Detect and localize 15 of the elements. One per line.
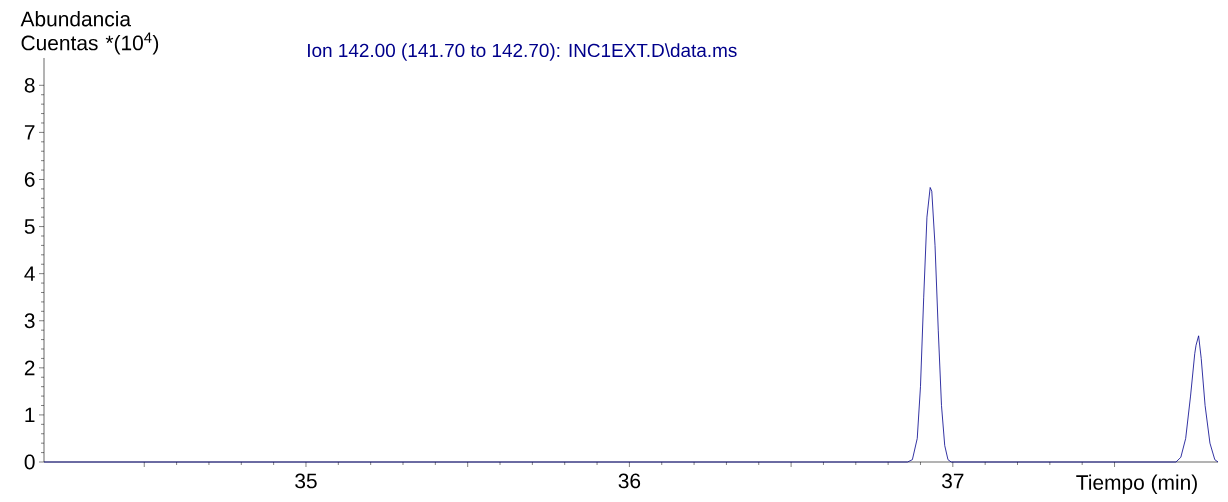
y-tick-label: 4 [24, 266, 35, 281]
x-tick-label: 35 [295, 473, 317, 489]
y-axis-title: Abundancia Cuentas *(10$^{4}$) [20, 11, 159, 55]
y-tick-label: 2 [24, 360, 35, 376]
x-tick-label: 36 [618, 473, 641, 489]
y-tick-label: 0 [24, 454, 35, 470]
y-tick-label: 5 [24, 219, 35, 234]
y-tick-label: 7 [24, 125, 35, 140]
x-axis-title: Tiempo (min) [1076, 474, 1197, 495]
y-tick-label: 1 [25, 407, 35, 423]
y-tick-label: 3 [24, 313, 35, 329]
chart-title: Ion 142.00 (141.70 to 142.70): INC1EXT.D\data.ms [308, 43, 737, 61]
x-tick-label: 37 [941, 473, 964, 489]
y-tick-label: 8 [24, 77, 35, 93]
y-tick-label: 6 [24, 172, 35, 187]
